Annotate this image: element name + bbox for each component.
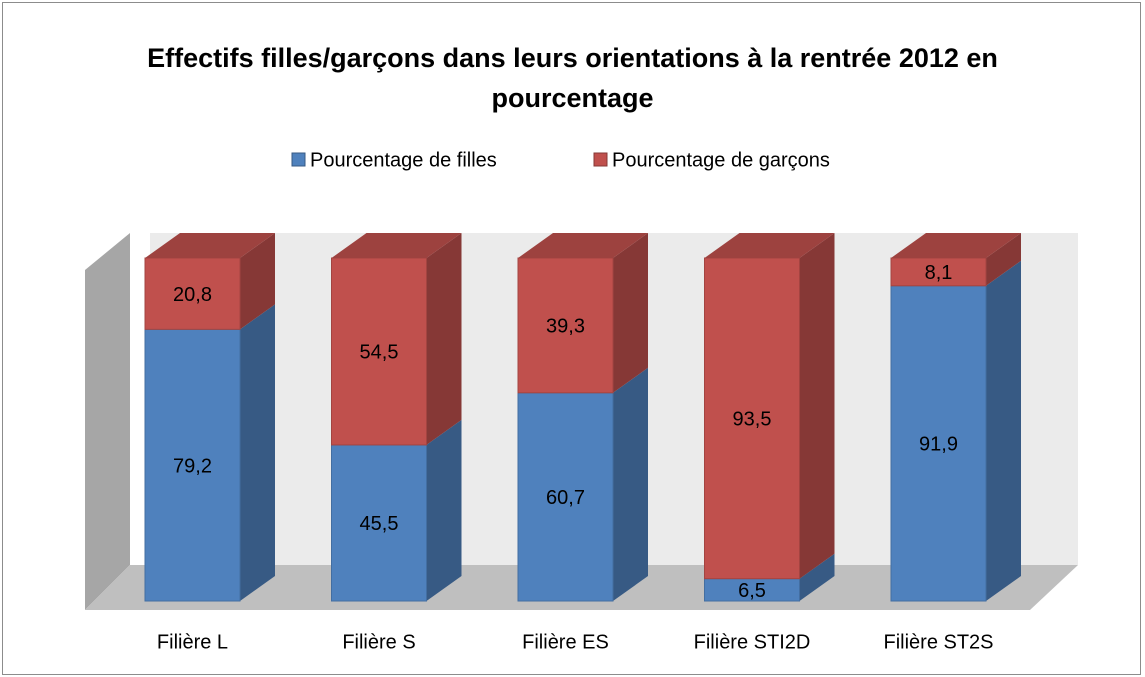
- data-label: 39,3: [546, 316, 585, 338]
- bar-top: [331, 233, 462, 258]
- bar: [704, 257, 800, 580]
- bar-top: [518, 233, 648, 258]
- x-tick-label: Filière STI2D: [694, 631, 811, 653]
- legend-label: Pourcentage de garçons: [612, 149, 830, 171]
- x-tick-label: Filière L: [157, 631, 228, 653]
- data-label: 54,5: [360, 342, 399, 364]
- data-label: 45,5: [360, 513, 399, 535]
- bar: [890, 257, 987, 287]
- bar-side: [799, 553, 835, 601]
- data-label: 6,5: [738, 580, 766, 602]
- bar-side: [799, 233, 835, 579]
- bar: [331, 257, 427, 446]
- bar-top: [704, 233, 835, 258]
- legend-swatch: [593, 152, 608, 167]
- x-tick-label: Filière S: [342, 631, 415, 653]
- bar-side: [986, 233, 1021, 286]
- bar-top: [145, 233, 275, 258]
- data-label: 8,1: [925, 262, 953, 284]
- bar-side: [613, 367, 648, 601]
- bar-side: [986, 260, 1021, 601]
- bar: [144, 257, 241, 330]
- bar-side: [426, 233, 462, 445]
- bar-top: [891, 233, 1021, 258]
- data-label: 20,8: [173, 284, 212, 306]
- x-tick-label: Filière ST2S: [883, 631, 993, 653]
- data-label: 91,9: [919, 434, 958, 456]
- data-label: 93,5: [733, 409, 772, 431]
- bar-side: [240, 304, 275, 601]
- legend-label: Pourcentage de filles: [310, 149, 497, 171]
- legend-swatch: [291, 152, 306, 167]
- bar: [517, 392, 614, 602]
- bar: [517, 257, 614, 394]
- bar-side: [240, 233, 275, 330]
- bar: [144, 328, 241, 602]
- data-label: 60,7: [546, 487, 585, 509]
- bar: [331, 444, 427, 602]
- bar-side: [613, 233, 648, 393]
- data-label: 79,2: [173, 455, 212, 477]
- bar: [890, 285, 987, 602]
- x-tick-label: Filière ES: [522, 631, 609, 653]
- chart-title: Effectifs filles/garçons dans leurs orie…: [147, 43, 998, 113]
- bar-side: [426, 419, 462, 601]
- side-wall: [85, 233, 130, 610]
